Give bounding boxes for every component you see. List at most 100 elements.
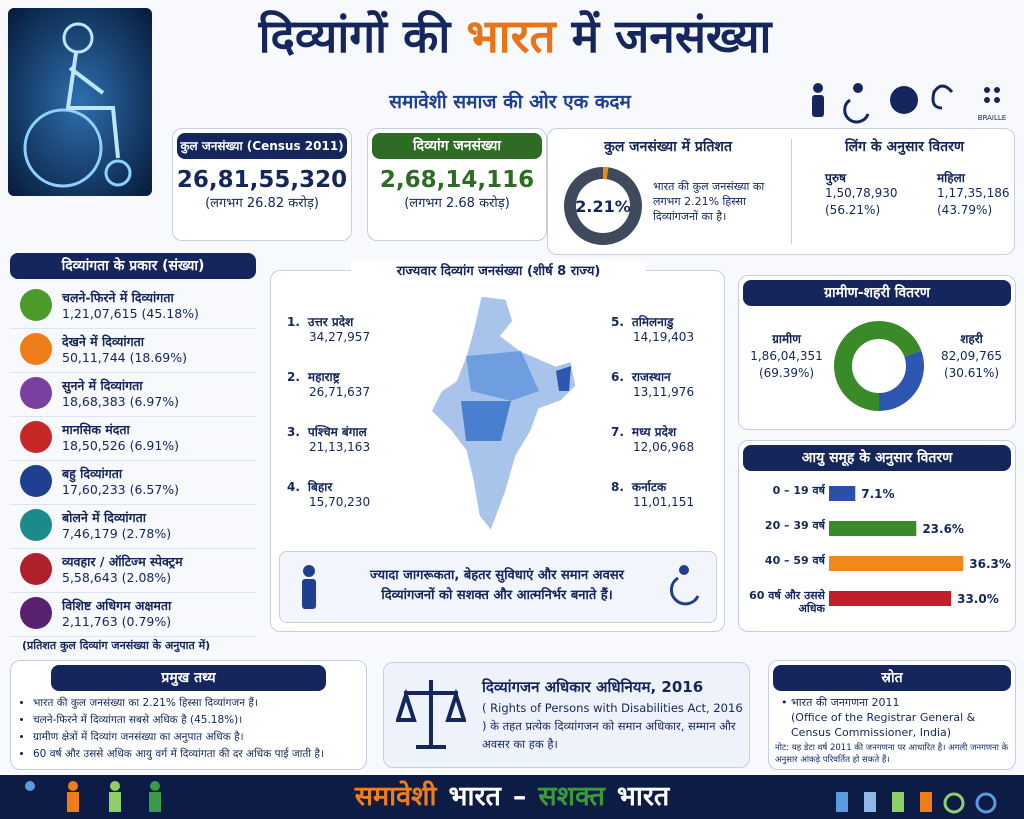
message-box: ज्यादा जागरूकता, बेहतर सुविधाएं और समान …	[279, 551, 717, 623]
facts-panel: प्रमुख तथ्य भारत की कुल जनसंख्या का 2.21…	[10, 660, 367, 770]
state-rank: 8.	[611, 480, 624, 494]
type-icon	[20, 509, 52, 541]
age-label-box: 20 – 39 वर्ष	[764, 519, 825, 532]
person-icon	[302, 565, 316, 609]
ru-count: 1,86,04,351	[750, 349, 823, 363]
act-title: दिव्यांगजन अधिकार अधिनियम, 2016	[482, 678, 704, 696]
rural-urban-panel: ग्रामीण-शहरी वितरण ग्रामीण 1,86,04,351 (69…	[738, 275, 1016, 430]
type-row: चलने-फिरने में दिव्यांगता 1,21,07,615 (45…	[10, 285, 256, 329]
source-note: नोट: यह डेटा वर्ष 2011 की जनगणना पर आधार…	[775, 743, 1009, 765]
source-title: स्रोत	[773, 665, 1011, 691]
state-name: कर्नाटक	[631, 480, 667, 494]
rural-urban-title: ग्रामीण-शहरी वितरण	[743, 280, 1011, 306]
wheelchair-icon	[669, 565, 700, 606]
type-value: 17,60,233 (6.57%)	[62, 482, 180, 497]
state-rank: 2.	[287, 370, 300, 384]
type-value: 18,50,526 (6.91%)	[62, 438, 180, 453]
ru-group: शहरी 82,09,765 (30.61%)	[929, 331, 1014, 382]
type-icon	[20, 421, 52, 453]
state-rank: 4.	[287, 480, 300, 494]
state-name: राजस्थान	[631, 370, 671, 384]
card-header: कुल जनसंख्या (Census 2011)	[177, 133, 347, 159]
footer-part: सशक्त	[538, 781, 605, 812]
type-value: 5,58,643 (2.08%)	[62, 570, 172, 585]
state-item: 5. तमिलनाडु 14,19,403	[611, 313, 721, 344]
gender-percent: (43.79%)	[937, 203, 993, 217]
gender-label: पुरुष	[825, 171, 846, 185]
divider	[791, 139, 792, 244]
type-label: विशिष्ट अधिगम अक्षमता	[62, 598, 172, 613]
type-value: 1,21,07,615 (45.18%)	[62, 306, 199, 321]
title-part: दिव्यांगों की	[258, 9, 451, 63]
share-title: कुल जनसंख्या में प्रतिशत	[604, 139, 732, 155]
scales-icon	[396, 680, 466, 749]
age-value: 7.1%	[861, 487, 894, 501]
state-count: 15,70,230	[309, 495, 371, 509]
type-label: बहु दिव्यांगता	[62, 466, 123, 481]
age-label-box: 60 वर्ष और उससे अधिक	[749, 589, 825, 615]
state-count: 21,13,163	[309, 440, 371, 454]
disabled-population-card: दिव्यांग जनसंख्या 2,68,14,116 (लगभग 2.68…	[367, 128, 547, 241]
types-note: (प्रतिशत कुल दिव्यांग जनसंख्या के अनुपात…	[22, 639, 211, 652]
ru-count: 82,09,765	[940, 349, 1003, 363]
footer-part: भारत	[448, 781, 501, 812]
age-label: 20 – 39 वर्ष	[764, 519, 825, 532]
braille-label: BRAILLE	[978, 114, 1006, 122]
footer-part: भारत	[616, 781, 670, 812]
type-row: बोलने में दिव्यांगता 7,46,179 (2.78%)	[10, 505, 256, 549]
age-title: आयु समूह के अनुसार वितरण	[743, 445, 1011, 471]
states-title: राज्यवार दिव्यांग जनसंख्या (शीर्ष 8 राज्…	[351, 261, 646, 279]
gender-percent: (56.21%)	[825, 203, 881, 217]
gender-groups: पुरुष 1,50,78,930 (56.21%) महिला 1,17,35,186…	[793, 169, 1016, 249]
facts-title: प्रमुख तथ्य	[51, 665, 326, 691]
age-value: 33.0%	[957, 592, 999, 606]
age-value: 23.6%	[922, 522, 964, 536]
fact-item: ग्रामीण क्षेत्रों में दिव्यांग जनसंख्या …	[33, 729, 366, 746]
footer-part: –	[512, 781, 527, 812]
state-rank: 7.	[611, 425, 624, 439]
share-label: 2.21%	[575, 197, 631, 216]
age-label-box: 40 – 59 वर्ष	[765, 554, 825, 567]
state-item: 8. कर्नाटक 11,01,151	[611, 478, 721, 509]
ru-percent: (69.39%)	[758, 366, 815, 380]
state-rank: 1.	[287, 315, 300, 329]
age-bar	[829, 486, 856, 501]
age-panel: आयु समूह के अनुसार वितरण 0 – 19 वर्ष 7.1%…	[738, 440, 1016, 632]
source-panel: स्रोत • भारत की जनगणना 2011 (Office of t…	[768, 660, 1016, 770]
ru-group: ग्रामीण 1,86,04,351 (69.39%)	[744, 331, 829, 382]
type-label: मानसिक मंदता	[62, 422, 130, 437]
type-row: व्यवहार / ऑटिज्म स्पेक्ट्रम 5,58,643 (2.0…	[10, 549, 256, 593]
type-icon	[20, 333, 52, 365]
total-population-card: कुल जनसंख्या (Census 2011) 26,81,55,320 …	[172, 128, 352, 241]
footer-icons-left	[25, 781, 161, 812]
state-count: 11,01,151	[633, 495, 695, 509]
act-panel: दिव्यांगजन अधिकार अधिनियम, 2016 ( Rights…	[383, 662, 750, 768]
source-text: भारत की जनगणना 2011	[791, 696, 900, 709]
fact-item: चलने-फिरने में दिव्यांगता सबसे अधिक है (…	[33, 712, 366, 729]
type-icon	[20, 377, 52, 409]
gender-group: महिला 1,17,35,186 (43.79%)	[905, 169, 1015, 249]
state-item: 3. पश्चिम बंगाल 21,13,163	[287, 423, 397, 454]
state-item: 4. बिहार 15,70,230	[287, 478, 397, 509]
ru-arc	[834, 321, 924, 411]
gender-label: महिला	[937, 171, 965, 185]
header-image	[8, 8, 152, 196]
gender-count: 1,50,78,930	[825, 186, 898, 200]
type-label: व्यवहार / ऑटिज्म स्पेक्ट्रम	[62, 554, 183, 569]
age-bars: 0 – 19 वर्ष 7.1% 20 – 39 वर्ष 23.6% 40 – 59 …	[749, 484, 1011, 615]
share-gender-panel: कुल जनसंख्या में प्रतिशत 2.21% भारत की क…	[547, 128, 1015, 255]
state-count: 12,06,968	[633, 440, 695, 454]
gender-title: लिंग के अनुसार वितरण	[845, 139, 964, 155]
age-bar	[829, 521, 917, 536]
state-name: बिहार	[307, 480, 333, 494]
state-count: 13,11,976	[633, 385, 695, 399]
state-name: पश्चिम बंगाल	[307, 425, 367, 439]
state-item: 2. महाराष्ट्र 26,71,637	[287, 368, 397, 399]
card-value: 2,68,14,116	[379, 167, 535, 193]
type-icon	[20, 465, 52, 497]
icon-row: BRAILLE	[812, 83, 1006, 124]
title: दिव्यांगों की भारत में जनसंख्या	[160, 4, 870, 66]
state-item: 7. मध्य प्रदेश 12,06,968	[611, 423, 721, 454]
ru-label: ग्रामीण	[772, 332, 801, 346]
state-rank: 5.	[611, 315, 624, 329]
